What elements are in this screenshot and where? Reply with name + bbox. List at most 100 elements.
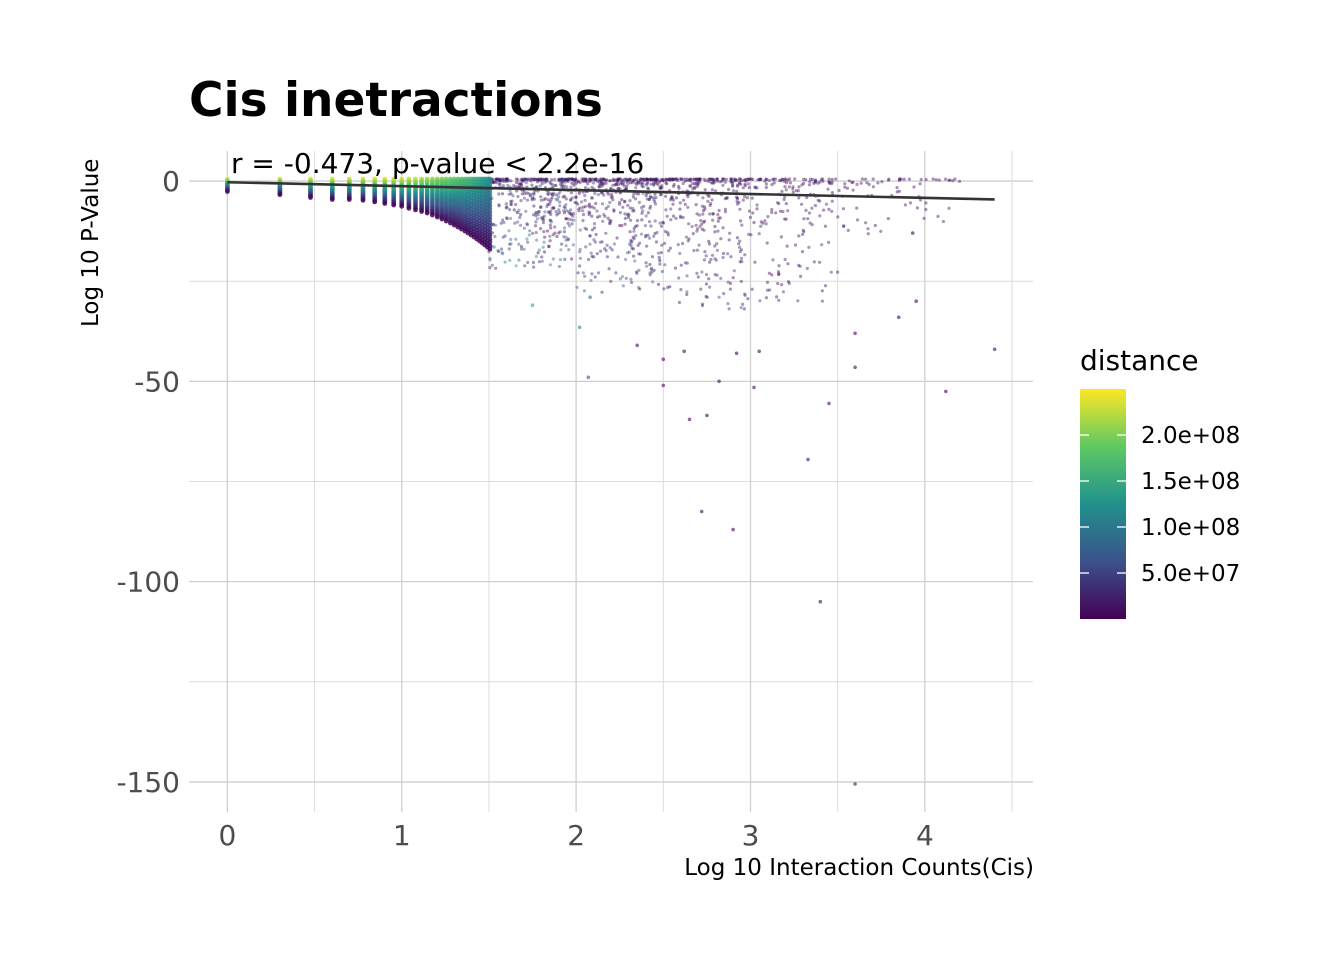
data-point <box>610 248 614 252</box>
data-point <box>562 235 566 239</box>
x-tick-label: 3 <box>742 819 760 852</box>
data-point <box>329 197 335 202</box>
data-point <box>671 184 676 188</box>
data-point <box>569 198 573 202</box>
data-point <box>594 201 598 206</box>
data-point <box>685 261 689 265</box>
data-point <box>687 222 691 226</box>
data-point <box>800 250 805 254</box>
data-point <box>419 209 424 214</box>
data-point <box>729 255 733 259</box>
data-point <box>715 177 719 181</box>
data-point <box>497 203 501 207</box>
data-point <box>548 180 552 184</box>
data-point <box>660 184 664 188</box>
data-point <box>759 220 763 224</box>
data-point <box>564 178 569 182</box>
data-point <box>621 284 625 288</box>
data-point <box>600 240 604 244</box>
data-point <box>626 203 630 207</box>
data-point <box>564 217 569 221</box>
data-point <box>683 177 687 181</box>
data-point <box>553 225 557 229</box>
data-point <box>658 221 662 225</box>
data-point <box>785 181 789 185</box>
data-point <box>806 217 810 221</box>
data-point <box>566 177 570 181</box>
data-point <box>687 237 691 241</box>
data-point <box>497 182 501 186</box>
data-point <box>487 246 493 252</box>
data-point <box>708 203 712 207</box>
data-point <box>726 252 730 256</box>
data-point <box>539 177 543 181</box>
data-point <box>642 179 647 183</box>
data-point <box>584 177 588 181</box>
data-point <box>516 210 520 215</box>
data-point <box>764 296 769 300</box>
data-point <box>633 259 637 263</box>
data-point <box>692 177 696 181</box>
data-point <box>630 280 634 285</box>
data-point <box>544 177 549 181</box>
data-point <box>583 274 587 278</box>
data-point <box>715 273 719 277</box>
data-point <box>701 209 706 213</box>
data-point <box>726 280 730 284</box>
data-point <box>827 207 831 211</box>
data-point <box>598 240 602 244</box>
data-point <box>626 178 631 182</box>
data-point <box>578 180 582 185</box>
data-point <box>800 183 804 187</box>
data-point <box>871 185 876 189</box>
data-point <box>667 177 671 182</box>
data-point <box>507 208 512 212</box>
data-point <box>653 232 657 236</box>
data-point <box>710 253 715 257</box>
data-point <box>539 198 543 202</box>
data-point <box>680 177 684 181</box>
data-point <box>649 224 653 228</box>
data-point <box>739 256 744 260</box>
data-point <box>711 218 715 222</box>
data-point <box>535 217 540 221</box>
data-point <box>525 223 530 227</box>
data-point <box>713 244 717 248</box>
data-point <box>753 260 757 264</box>
data-point <box>855 218 860 222</box>
data-point <box>818 214 822 218</box>
data-point <box>548 218 552 222</box>
data-point <box>606 204 610 209</box>
data-point <box>560 177 564 181</box>
data-point <box>626 178 630 182</box>
y-tick-label: -50 <box>134 365 180 398</box>
data-point <box>541 221 546 225</box>
data-point <box>776 270 781 274</box>
data-point <box>648 178 652 182</box>
data-point <box>501 179 505 183</box>
data-point <box>504 177 509 181</box>
data-point <box>674 216 678 220</box>
data-point <box>571 212 576 216</box>
data-point <box>677 300 682 305</box>
data-point <box>509 237 513 242</box>
legend-tick-label: 1.0e+08 <box>1141 515 1240 541</box>
data-point <box>793 243 798 247</box>
data-point <box>778 209 783 213</box>
data-point <box>537 260 542 264</box>
data-point <box>662 287 666 291</box>
data-point <box>589 278 593 283</box>
data-point <box>504 206 508 210</box>
data-point <box>487 203 493 209</box>
data-point <box>801 228 805 232</box>
data-point <box>628 206 632 210</box>
data-point <box>590 228 595 232</box>
data-point <box>487 233 493 239</box>
data-point <box>592 238 596 242</box>
data-point <box>652 182 656 186</box>
data-point <box>504 177 508 181</box>
data-point <box>566 238 570 242</box>
data-point <box>587 202 592 206</box>
data-point <box>714 177 718 181</box>
